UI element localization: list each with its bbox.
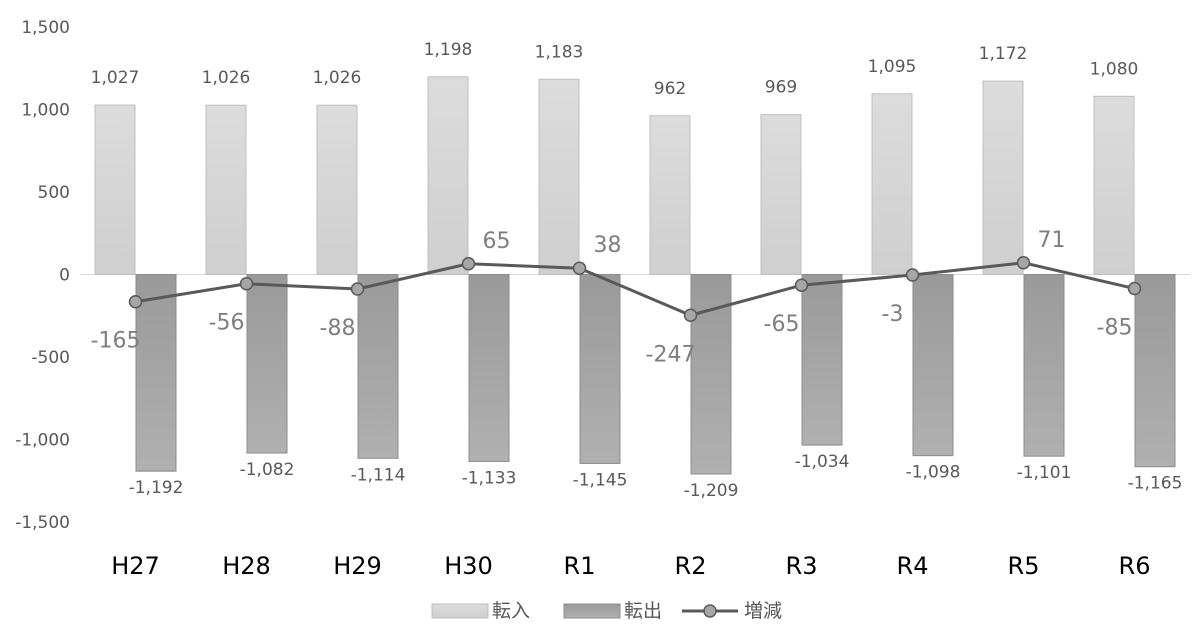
net-change-data-label: -165 [91,329,141,354]
y-tick-label: 0 [59,266,70,286]
net-change-point [1127,281,1142,296]
legend-label-net: 増減 [744,600,782,622]
inflow-data-label: 1,183 [535,42,584,62]
y-tick-label: 500 [38,183,70,203]
legend-marker-net [703,604,717,618]
x-tick-label: R3 [786,552,818,580]
x-tick-label: R4 [897,552,929,580]
outflow-data-label: -1,165 [1128,474,1183,494]
inflow-bar [316,104,358,275]
net-change-data-label: 38 [594,233,622,258]
outflow-data-label: -1,209 [684,481,739,501]
legend-swatch-inflow [431,603,489,619]
inflow-bar [760,114,802,275]
net-change-data-label: -247 [646,342,696,367]
inflow-data-label: 1,027 [91,68,140,88]
x-tick-label: H30 [444,552,493,580]
outflow-data-label: -1,098 [906,463,961,483]
legend-label-outflow: 転出 [624,600,662,622]
net-change-data-label: 71 [1038,228,1066,253]
outflow-bar [690,274,732,475]
net-change-point [128,294,143,309]
net-change-point [905,268,920,282]
outflow-bar [1023,274,1065,457]
outflow-data-label: -1,082 [240,460,295,480]
outflow-bar [357,274,399,459]
net-change-data-label: -85 [1097,316,1133,341]
net-change-line [135,261,1135,317]
inflow-data-label: 969 [765,78,797,98]
net-change-point [350,282,365,296]
net-change-point [239,276,254,291]
inflow-data-label: 1,026 [313,68,362,88]
outflow-data-label: -1,192 [129,478,184,498]
inflow-data-label: 1,080 [1090,59,1139,79]
x-tick-label: R2 [675,552,707,580]
outflow-data-label: -1,101 [1017,463,1072,483]
outflow-data-label: -1,034 [795,452,850,472]
net-change-point [794,278,809,292]
inflow-data-label: 1,172 [979,44,1028,64]
y-tick-label: -1,500 [15,513,70,533]
net-change-data-label: -88 [320,316,356,341]
net-change-point [572,261,587,275]
inflow-bar [1093,95,1135,275]
y-tick-label: 1,000 [21,101,70,121]
inflow-data-label: 962 [654,79,686,99]
net-change-point [1016,256,1031,270]
outflow-bar [135,274,177,472]
outflow-bar [468,274,510,462]
outflow-bar [579,274,621,464]
inflow-bar [205,104,247,275]
x-tick-label: R6 [1119,552,1151,580]
inflow-bar [427,76,469,275]
net-change-point [461,257,476,271]
net-change-data-label: -65 [764,312,800,337]
x-tick-label: H29 [333,552,382,580]
y-tick-label: -500 [31,348,70,368]
net-change-point [683,308,698,323]
inflow-data-label: 1,095 [868,57,917,77]
y-tick-label: -1,000 [15,431,70,451]
x-tick-label: H28 [222,552,271,580]
net-change-data-label: -3 [882,302,904,327]
x-tick-label: H27 [111,552,160,580]
net-change-data-label: -56 [209,311,245,336]
inflow-bar [538,78,580,276]
outflow-bar [801,274,843,446]
inflow-bar [871,93,913,275]
legend-label-inflow: 転入 [492,600,530,622]
inflow-bar [94,104,136,275]
legend-swatch-outflow [563,603,621,619]
outflow-bar [1134,274,1176,468]
outflow-data-label: -1,133 [462,468,517,488]
x-tick-label: R5 [1008,552,1040,580]
outflow-data-label: -1,114 [351,465,406,485]
net-change-data-label: 65 [483,229,511,254]
inflow-bar [649,115,691,275]
inflow-data-label: 1,198 [424,40,473,60]
inflow-bar [982,80,1024,276]
inflow-data-label: 1,026 [202,68,251,88]
x-tick-label: R1 [564,552,596,580]
outflow-data-label: -1,145 [573,470,628,490]
y-tick-label: 1,500 [21,18,70,38]
outflow-bar [912,274,954,457]
outflow-bar [246,274,288,454]
